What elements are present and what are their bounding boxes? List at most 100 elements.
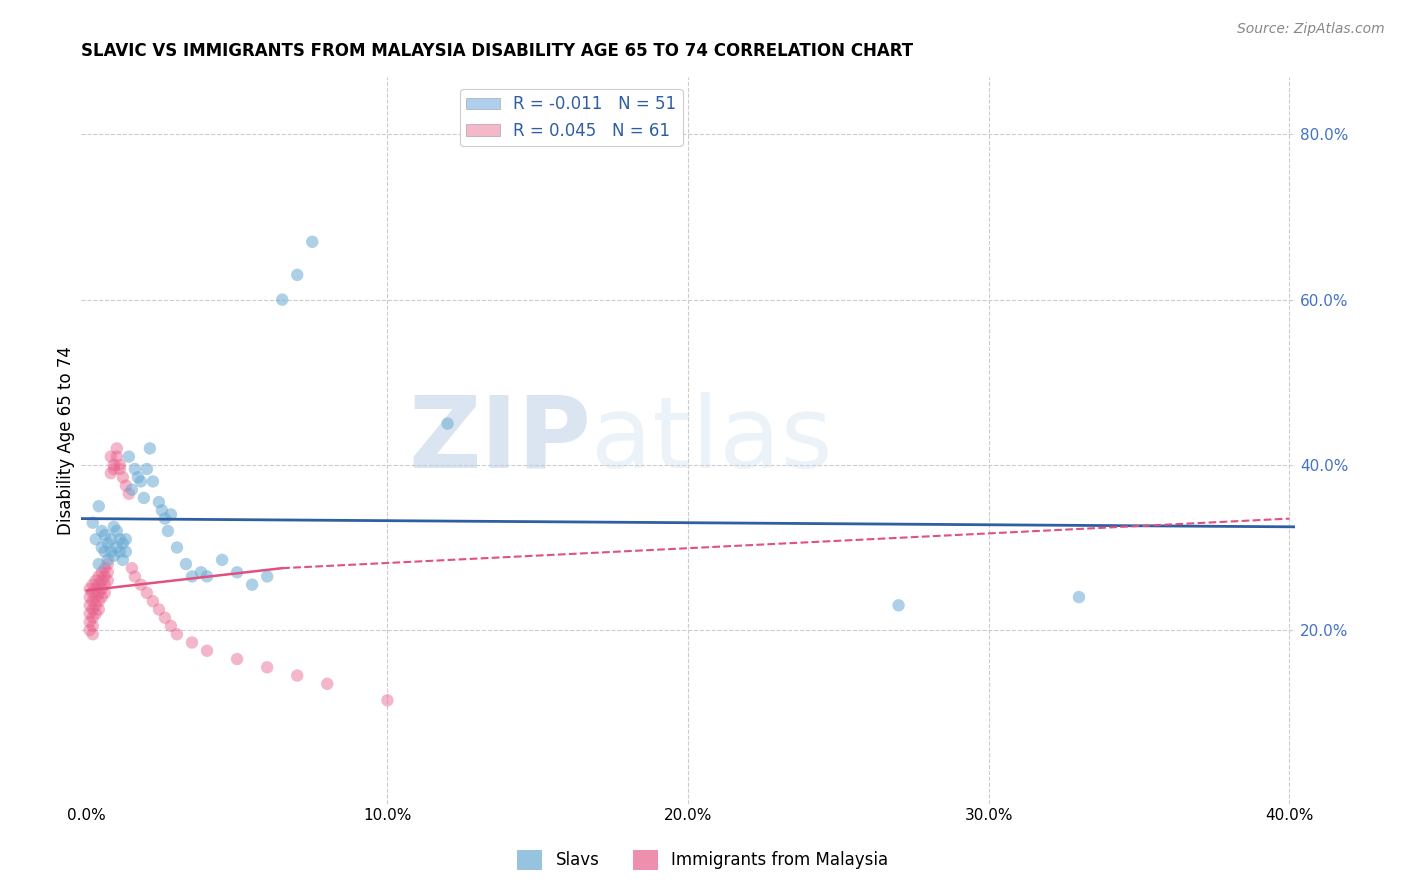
Point: [79, 599, 101, 613]
Point: [111, 553, 134, 567]
Point: [124, 569, 146, 583]
Point: [84, 590, 107, 604]
Text: Source: ZipAtlas.com: Source: ZipAtlas.com: [1237, 22, 1385, 37]
Point: [114, 544, 136, 558]
Point: [108, 533, 131, 547]
Point: [195, 644, 218, 658]
Point: [87, 602, 110, 616]
Point: [240, 577, 263, 591]
Text: SLAVIC VS IMMIGRANTS FROM MALAYSIA DISABILITY AGE 65 TO 74 CORRELATION CHART: SLAVIC VS IMMIGRANTS FROM MALAYSIA DISAB…: [80, 42, 912, 60]
Point: [90, 541, 112, 555]
Point: [195, 569, 218, 583]
Point: [181, 635, 204, 649]
Point: [139, 442, 162, 456]
Point: [108, 462, 131, 476]
Y-axis label: Disability Age 65 to 74: Disability Age 65 to 74: [58, 346, 75, 534]
Point: [129, 475, 152, 489]
Point: [256, 569, 278, 583]
Point: [181, 569, 204, 583]
Point: [100, 533, 122, 547]
Point: [108, 458, 131, 472]
Point: [166, 627, 188, 641]
Point: [94, 577, 117, 591]
Point: [135, 586, 157, 600]
Point: [103, 462, 125, 476]
Point: [90, 566, 112, 580]
Point: [97, 553, 120, 567]
Point: [108, 544, 131, 558]
Point: [82, 627, 104, 641]
Point: [271, 293, 294, 307]
Text: ZIP: ZIP: [408, 392, 591, 489]
Point: [226, 652, 249, 666]
Point: [94, 569, 117, 583]
Point: [103, 549, 125, 563]
Point: [84, 582, 107, 596]
Point: [118, 487, 141, 501]
Point: [150, 503, 173, 517]
Point: [256, 660, 278, 674]
Point: [94, 528, 117, 542]
Point: [82, 602, 104, 616]
Legend: R = -0.011   N = 51, R = 0.045   N = 61: R = -0.011 N = 51, R = 0.045 N = 61: [460, 88, 683, 146]
Legend: Slavs, Immigrants from Malaysia: Slavs, Immigrants from Malaysia: [510, 843, 896, 877]
Point: [118, 450, 141, 464]
Point: [105, 442, 128, 456]
Point: [121, 561, 143, 575]
Point: [285, 268, 308, 282]
Point: [114, 478, 136, 492]
Point: [142, 594, 165, 608]
Point: [82, 586, 104, 600]
Point: [160, 619, 183, 633]
Point: [100, 450, 122, 464]
Point: [103, 520, 125, 534]
Point: [156, 524, 179, 538]
Point: [90, 524, 112, 538]
Point: [121, 483, 143, 497]
Point: [114, 533, 136, 547]
Point: [90, 582, 112, 596]
Point: [79, 582, 101, 596]
Point: [103, 458, 125, 472]
Point: [82, 611, 104, 625]
Point: [97, 574, 120, 588]
Point: [90, 590, 112, 604]
Point: [87, 499, 110, 513]
Point: [211, 553, 233, 567]
Point: [87, 557, 110, 571]
Point: [124, 462, 146, 476]
Point: [135, 462, 157, 476]
Point: [82, 619, 104, 633]
Point: [127, 470, 149, 484]
Point: [90, 574, 112, 588]
Point: [100, 544, 122, 558]
Point: [226, 566, 249, 580]
Point: [87, 577, 110, 591]
Point: [105, 524, 128, 538]
Point: [153, 511, 176, 525]
Point: [84, 599, 107, 613]
Point: [111, 536, 134, 550]
Point: [129, 577, 152, 591]
Point: [79, 623, 101, 637]
Point: [94, 544, 117, 558]
Point: [132, 491, 155, 505]
Point: [87, 594, 110, 608]
Point: [316, 677, 339, 691]
Point: [174, 557, 197, 571]
Point: [87, 586, 110, 600]
Point: [82, 516, 104, 530]
Point: [100, 466, 122, 480]
Point: [94, 586, 117, 600]
Text: atlas: atlas: [591, 392, 832, 489]
Point: [79, 615, 101, 629]
Point: [377, 693, 399, 707]
Point: [436, 417, 458, 431]
Point: [301, 235, 323, 249]
Point: [97, 536, 120, 550]
Point: [82, 577, 104, 591]
Point: [84, 533, 107, 547]
Point: [160, 508, 183, 522]
Point: [105, 541, 128, 555]
Point: [79, 607, 101, 621]
